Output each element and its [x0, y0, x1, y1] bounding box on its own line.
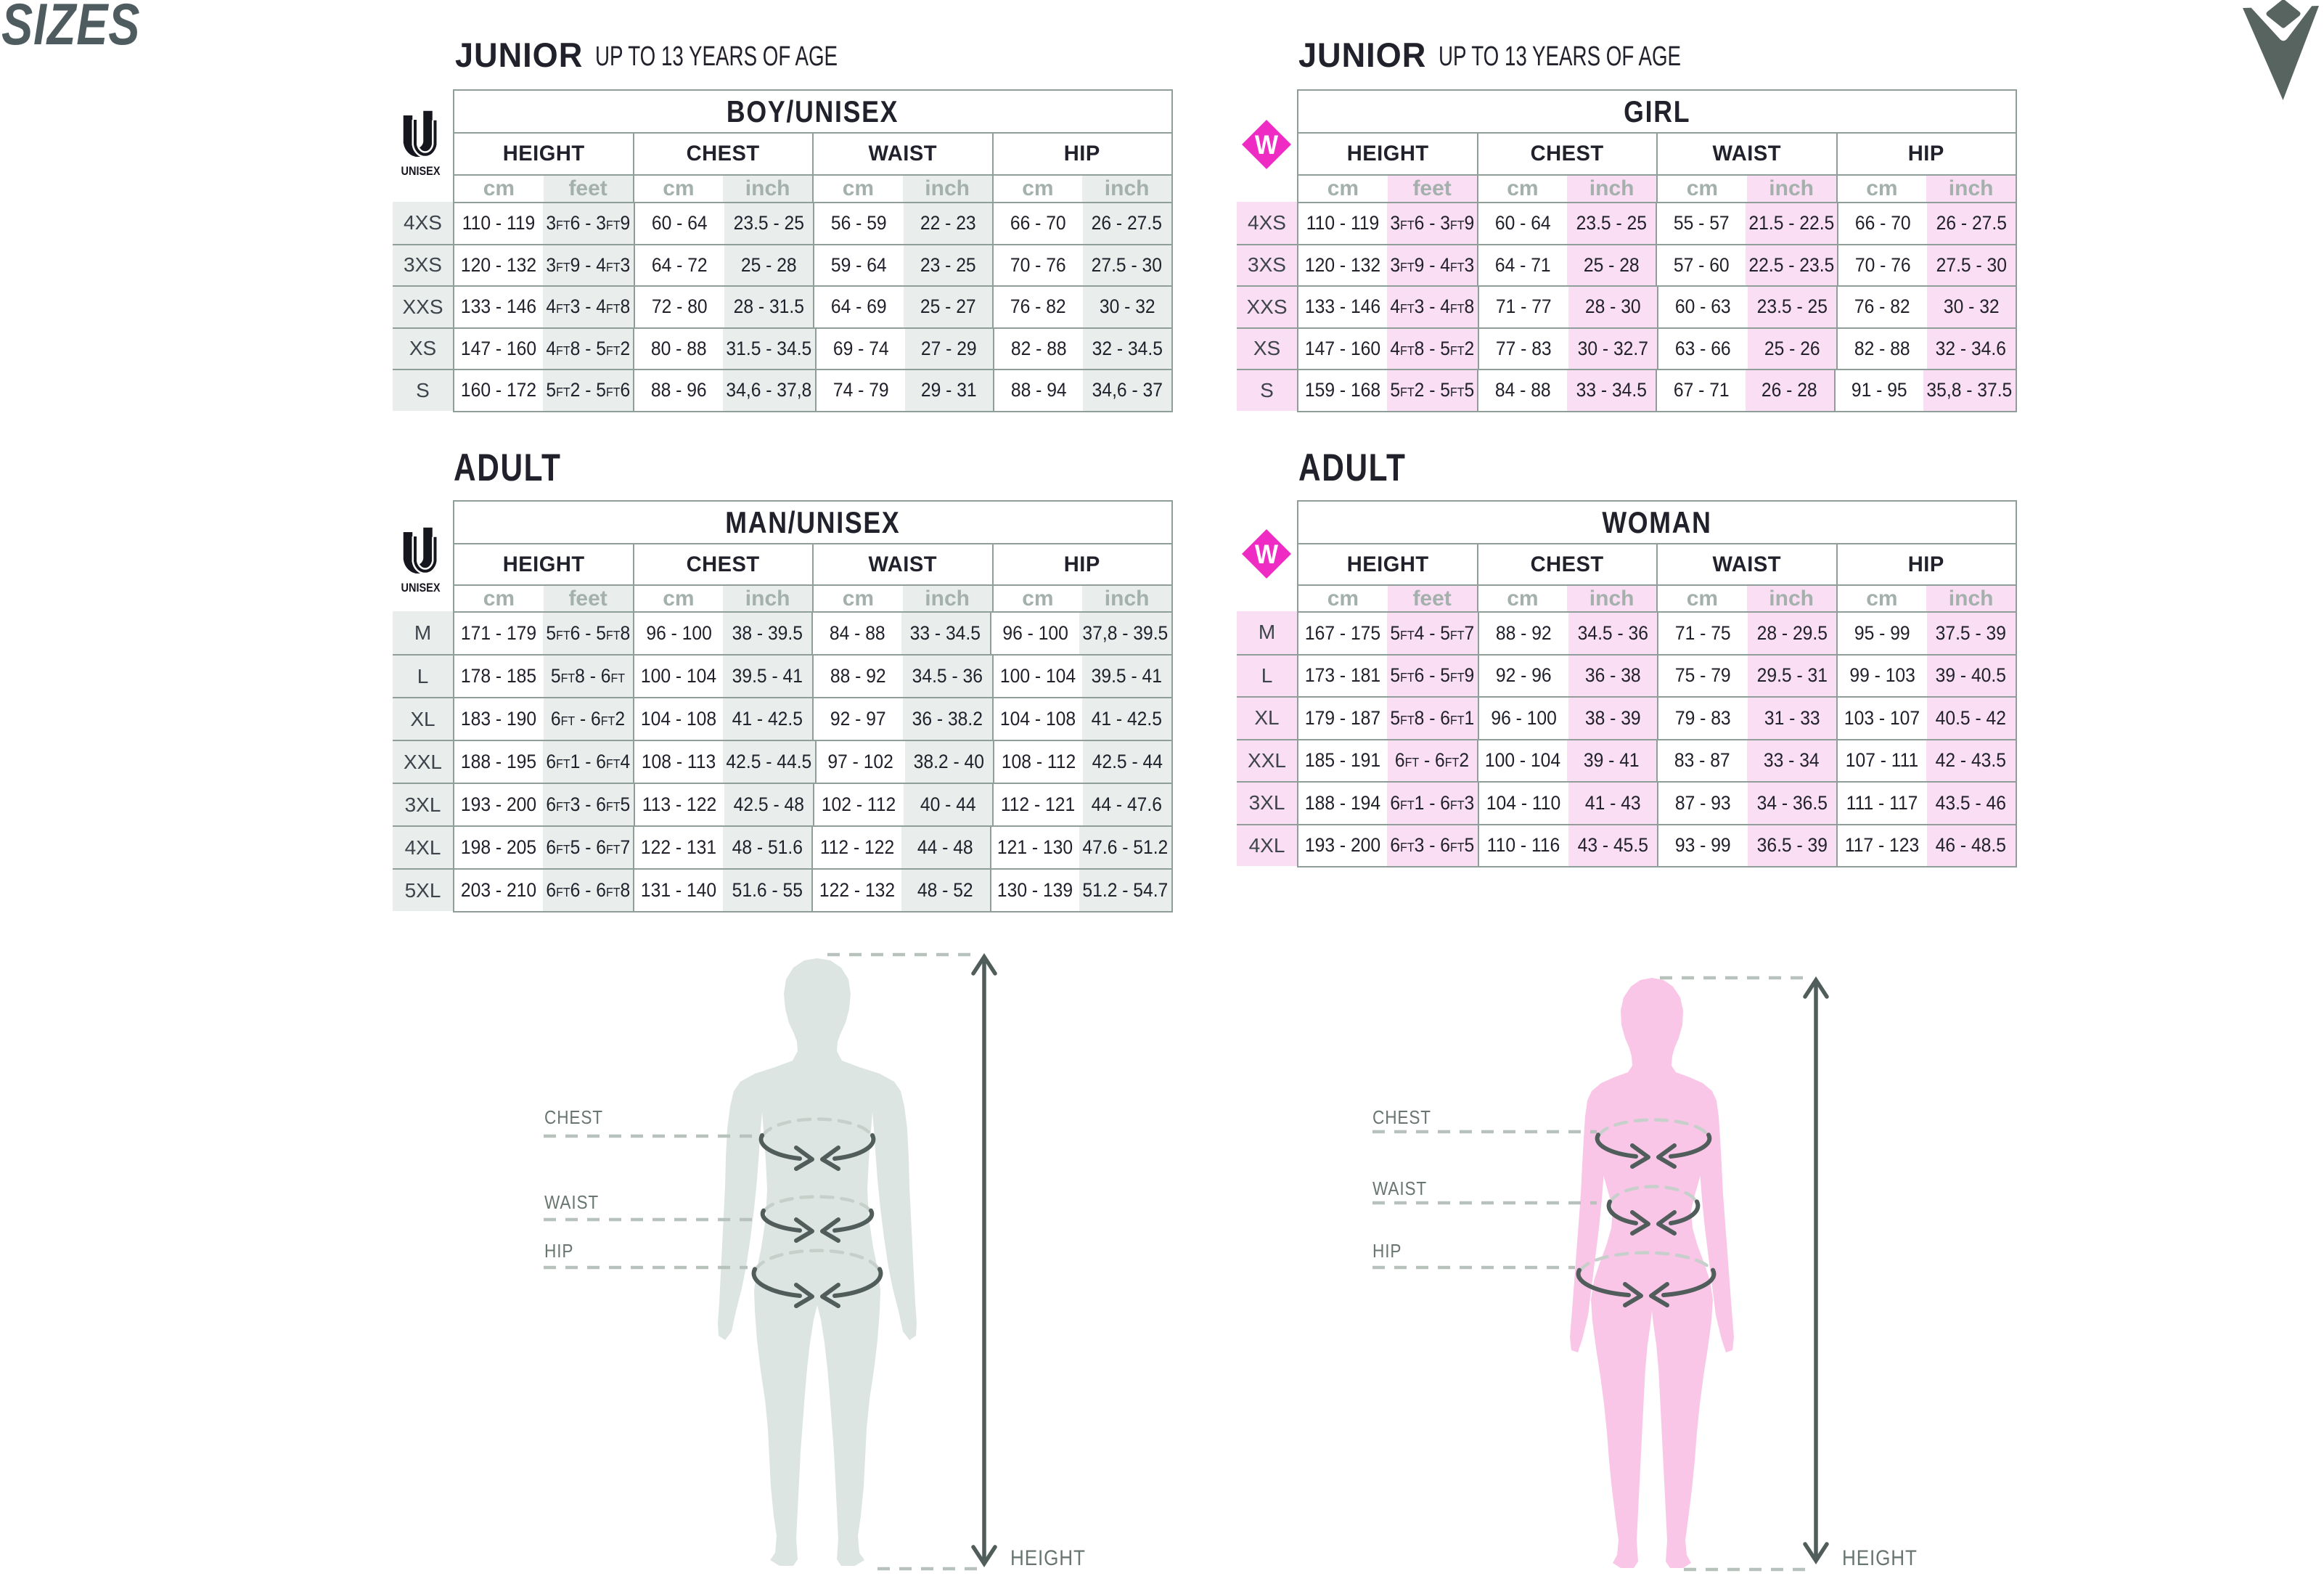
svg-text:CHEST: CHEST [1372, 1108, 1431, 1129]
svg-text:WAIST: WAIST [1372, 1179, 1427, 1200]
svg-text:W: W [1255, 539, 1279, 570]
svg-text:UNISEX: UNISEX [401, 164, 441, 178]
svg-text:HIP: HIP [1372, 1241, 1402, 1262]
svg-text:HIP: HIP [544, 1241, 573, 1262]
svg-text:HEIGHT: HEIGHT [1842, 1546, 1918, 1569]
svg-text:UNISEX: UNISEX [401, 581, 441, 595]
svg-text:HEIGHT: HEIGHT [1010, 1546, 1086, 1569]
svg-text:W: W [1255, 130, 1279, 160]
svg-text:CHEST: CHEST [544, 1108, 603, 1129]
svg-text:WAIST: WAIST [544, 1193, 599, 1214]
